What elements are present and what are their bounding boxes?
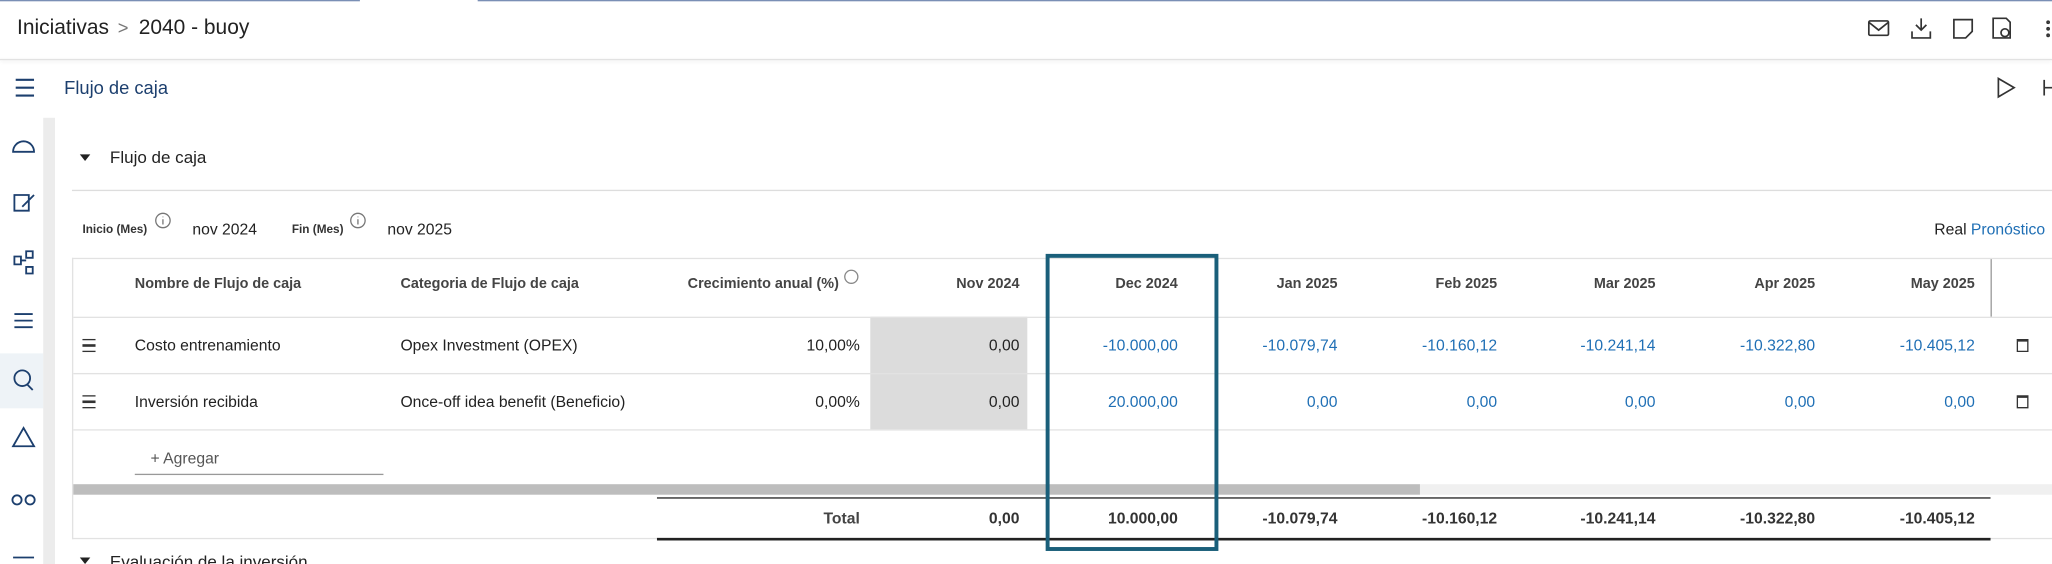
cell-value[interactable]: -10.405,12 bbox=[1899, 336, 1975, 355]
drag-handle bbox=[82, 400, 96, 403]
top-line bbox=[0, 0, 360, 2]
column-header: May 2025 bbox=[1910, 276, 1975, 292]
sidebar-gutter bbox=[43, 117, 55, 564]
total-label: Total bbox=[823, 509, 860, 528]
column-header: Dec 2024 bbox=[1115, 276, 1178, 292]
view-option[interactable]: Real bbox=[1934, 219, 1967, 239]
filter-value[interactable]: nov 2025 bbox=[387, 219, 453, 239]
section-divider bbox=[71, 189, 2052, 192]
add-underline bbox=[134, 473, 384, 476]
header-actions bbox=[1867, 17, 2051, 39]
scrollbar-thumb[interactable] bbox=[73, 484, 1420, 495]
cell-value[interactable]: 0,00 bbox=[1784, 392, 1816, 411]
total-value: 10.000,00 bbox=[1107, 509, 1178, 528]
page-title: Flujo de caja bbox=[64, 77, 169, 99]
alert-icon[interactable] bbox=[11, 426, 36, 448]
column-header: Categoria de Flujo de caja bbox=[400, 276, 579, 292]
column-header: Feb 2025 bbox=[1435, 276, 1498, 292]
top-line bbox=[477, 0, 2052, 2]
row-border bbox=[73, 372, 2052, 375]
cell-value: 0,00 bbox=[988, 392, 1020, 411]
toolbar-actions bbox=[1997, 77, 2052, 99]
column-header: Apr 2025 bbox=[1754, 276, 1816, 292]
info-icon[interactable] bbox=[349, 212, 366, 229]
filter-label: Fin (Mes) bbox=[291, 222, 344, 236]
breadcrumb-link[interactable]: Iniciativas bbox=[17, 17, 109, 40]
cell-text: 0,00% bbox=[815, 392, 860, 411]
cell-text: Inversión recibida bbox=[134, 392, 258, 411]
cell-value[interactable]: 0,00 bbox=[1624, 392, 1656, 411]
search-money-icon[interactable] bbox=[13, 369, 32, 387]
sidebar bbox=[0, 117, 44, 564]
drag-handle[interactable] bbox=[82, 338, 96, 353]
total-value: -10.405,12 bbox=[1899, 509, 1975, 528]
row-border bbox=[73, 429, 2052, 431]
drag-handle bbox=[82, 344, 96, 347]
collapse-icon[interactable] bbox=[79, 554, 92, 564]
sidebar-active bbox=[0, 353, 44, 409]
delete-icon[interactable] bbox=[2016, 338, 2029, 353]
total-border bbox=[656, 537, 1991, 540]
header-divider bbox=[1990, 259, 1992, 317]
preview-icon[interactable] bbox=[1992, 17, 2012, 39]
cell-value[interactable]: -10.160,12 bbox=[1422, 336, 1498, 355]
collapse-icon[interactable] bbox=[79, 151, 92, 164]
info-icon[interactable] bbox=[844, 269, 859, 284]
cell-text: Opex Investment (OPEX) bbox=[400, 336, 578, 355]
filter-label: Inicio (Mes) bbox=[82, 222, 148, 236]
filter-value[interactable]: nov 2024 bbox=[192, 219, 258, 239]
total-value: -10.160,12 bbox=[1422, 509, 1498, 528]
breadcrumb-separator: > bbox=[117, 17, 129, 38]
section-title: Flujo de caja bbox=[109, 147, 207, 167]
view-option[interactable]: Pronóstico bbox=[1970, 219, 2046, 239]
cell-value[interactable]: 0,00 bbox=[1466, 392, 1498, 411]
edit-icon[interactable] bbox=[13, 194, 35, 212]
cell-value[interactable]: 20.000,00 bbox=[1107, 392, 1178, 411]
section-title: Evaluación de la inversión bbox=[109, 551, 308, 564]
cell-value[interactable]: 0,00 bbox=[1306, 392, 1338, 411]
total-value: -10.322,80 bbox=[1740, 509, 1816, 528]
cell-value[interactable]: -10.000,00 bbox=[1102, 336, 1178, 355]
highlight-box bbox=[1045, 253, 1219, 551]
total-border bbox=[656, 497, 1991, 499]
dashboard-icon[interactable] bbox=[12, 140, 35, 153]
list-icon[interactable] bbox=[14, 313, 33, 329]
cell-text: Costo entrenamiento bbox=[134, 336, 281, 355]
delete-icon[interactable] bbox=[2016, 395, 2029, 409]
header-border bbox=[0, 58, 2052, 61]
sidebar-icons bbox=[11, 140, 36, 559]
note-icon[interactable] bbox=[1953, 18, 1974, 39]
menu-icon[interactable] bbox=[13, 77, 37, 98]
total-value: -10.079,74 bbox=[1262, 509, 1338, 528]
cell-value[interactable]: -10.079,74 bbox=[1262, 336, 1338, 355]
row-border bbox=[73, 316, 2052, 319]
column-header: Nov 2024 bbox=[956, 276, 1020, 292]
column-header: Nombre de Flujo de caja bbox=[134, 276, 302, 292]
download-icon[interactable] bbox=[1911, 18, 1932, 39]
run-icon[interactable] bbox=[1997, 77, 2016, 99]
total-value: -10.241,14 bbox=[1580, 509, 1656, 528]
info-icon[interactable] bbox=[154, 212, 171, 229]
breadcrumb-current: 2040 - buoy bbox=[138, 17, 250, 40]
total-value: 0,00 bbox=[988, 509, 1020, 528]
column-header: Mar 2025 bbox=[1593, 276, 1656, 292]
tree-icon[interactable] bbox=[13, 250, 34, 275]
cell-value[interactable]: 0,00 bbox=[1944, 392, 1975, 411]
mail-icon[interactable] bbox=[1867, 20, 1890, 37]
column-header: Jan 2025 bbox=[1276, 276, 1338, 292]
add-link[interactable]: + Agregar bbox=[150, 448, 220, 468]
column-header: Crecimiento anual (%) bbox=[687, 276, 839, 292]
binoculars-icon[interactable] bbox=[11, 494, 23, 506]
cell-value[interactable]: -10.241,14 bbox=[1580, 336, 1656, 355]
cell-text: 10,00% bbox=[806, 336, 860, 355]
cell-value[interactable]: -10.322,80 bbox=[1740, 336, 1816, 355]
cell-value: 0,00 bbox=[988, 336, 1020, 355]
drag-handle[interactable] bbox=[82, 395, 96, 409]
cell-text: Once-off idea benefit (Beneficio) bbox=[400, 392, 626, 411]
